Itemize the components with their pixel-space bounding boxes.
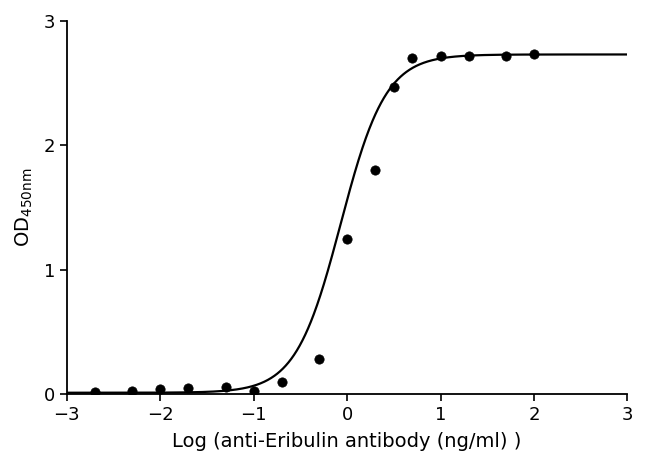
Point [370,166,380,174]
Point [314,355,324,363]
Point [529,51,539,58]
Point [435,52,446,60]
Point [501,52,511,60]
Point [90,388,100,396]
Point [342,235,352,242]
Point [463,52,474,60]
Point [183,384,193,392]
Y-axis label: $\mathrm{OD_{450nm}}$: $\mathrm{OD_{450nm}}$ [14,168,35,247]
Point [248,388,259,395]
X-axis label: Log (anti-Eribulin antibody (ng/ml) ): Log (anti-Eribulin antibody (ng/ml) ) [172,432,521,451]
Point [221,383,231,390]
Point [277,378,287,385]
Point [407,54,417,62]
Point [155,385,166,393]
Point [127,388,137,395]
Point [389,83,399,91]
